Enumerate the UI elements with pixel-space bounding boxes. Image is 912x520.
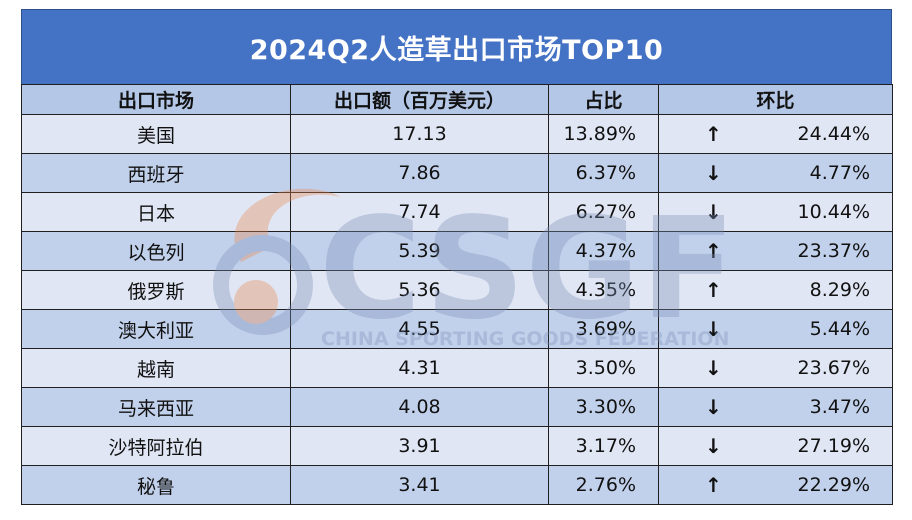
cell-share: 6.37% [548, 153, 659, 193]
table-row: 沙特阿拉伯 3.91 3.17% ↓ 27.19% [21, 426, 893, 466]
table-row: 马来西亚 4.08 3.30% ↓ 3.47% [21, 387, 893, 427]
table-row: 俄罗斯 5.36 4.35% ↑ 8.29% [21, 270, 893, 310]
cell-change: ↓ 4.77% [658, 153, 893, 193]
cell-change: ↓ 23.67% [658, 348, 893, 388]
cell-share: 3.69% [548, 309, 659, 349]
cell-change: ↓ 27.19% [658, 426, 893, 466]
cell-market: 越南 [21, 348, 291, 388]
cell-market: 沙特阿拉伯 [21, 426, 291, 466]
export-market-table: 出口市场 出口额（百万美元） 占比 环比 美国 17.13 13.89% ↑ 24.44… [21, 84, 893, 505]
cell-change: ↑ 22.29% [658, 465, 893, 505]
arrow-up-icon: ↑ [705, 278, 722, 302]
change-value: 5.44% [809, 318, 870, 340]
change-value: 3.47% [809, 396, 870, 418]
arrow-down-icon: ↓ [705, 395, 722, 419]
cell-share: 3.50% [548, 348, 659, 388]
cell-change: ↓ 5.44% [658, 309, 893, 349]
table-row: 澳大利亚 4.55 3.69% ↓ 5.44% [21, 309, 893, 349]
cell-share: 3.30% [548, 387, 659, 427]
table-container: 2024Q2人造草出口市场TOP10 出口市场 出口额（百万美元） 占比 环比 … [21, 9, 893, 505]
cell-share: 3.17% [548, 426, 659, 466]
column-header-change: 环比 [658, 84, 893, 115]
change-value: 24.44% [797, 123, 870, 145]
table-row: 以色列 5.39 4.37% ↑ 23.37% [21, 231, 893, 271]
change-value: 4.77% [809, 162, 870, 184]
table-row: 美国 17.13 13.89% ↑ 24.44% [21, 114, 893, 154]
arrow-up-icon: ↑ [705, 473, 722, 497]
cell-change: ↓ 10.44% [658, 192, 893, 232]
cell-share: 6.27% [548, 192, 659, 232]
arrow-down-icon: ↓ [705, 317, 722, 341]
cell-share: 4.37% [548, 231, 659, 271]
cell-market: 日本 [21, 192, 291, 232]
cell-amount: 3.91 [290, 426, 549, 466]
cell-market: 澳大利亚 [21, 309, 291, 349]
cell-market: 美国 [21, 114, 291, 154]
column-header-market: 出口市场 [21, 84, 291, 115]
cell-change: ↓ 3.47% [658, 387, 893, 427]
table-row: 越南 4.31 3.50% ↓ 23.67% [21, 348, 893, 388]
arrow-up-icon: ↑ [705, 239, 722, 263]
change-value: 23.67% [797, 357, 870, 379]
arrow-down-icon: ↓ [705, 356, 722, 380]
change-value: 23.37% [797, 240, 870, 262]
cell-market: 秘鲁 [21, 465, 291, 505]
column-header-row: 出口市场 出口额（百万美元） 占比 环比 [21, 84, 893, 115]
table-row: 秘鲁 3.41 2.76% ↑ 22.29% [21, 465, 893, 505]
cell-amount: 4.31 [290, 348, 549, 388]
table-title: 2024Q2人造草出口市场TOP10 [21, 9, 892, 84]
change-value: 8.29% [809, 279, 870, 301]
cell-amount: 7.74 [290, 192, 549, 232]
cell-amount: 5.39 [290, 231, 549, 271]
cell-amount: 4.55 [290, 309, 549, 349]
change-value: 10.44% [797, 201, 870, 223]
cell-share: 4.35% [548, 270, 659, 310]
arrow-up-icon: ↑ [705, 122, 722, 146]
cell-market: 马来西亚 [21, 387, 291, 427]
column-header-amount: 出口额（百万美元） [290, 84, 549, 115]
cell-change: ↑ 23.37% [658, 231, 893, 271]
change-value: 22.29% [797, 474, 870, 496]
cell-share: 13.89% [548, 114, 659, 154]
change-value: 27.19% [797, 435, 870, 457]
cell-market: 西班牙 [21, 153, 291, 193]
table-row: 日本 7.74 6.27% ↓ 10.44% [21, 192, 893, 232]
cell-change: ↑ 24.44% [658, 114, 893, 154]
cell-amount: 17.13 [290, 114, 549, 154]
cell-share: 2.76% [548, 465, 659, 505]
cell-amount: 4.08 [290, 387, 549, 427]
cell-market: 俄罗斯 [21, 270, 291, 310]
cell-amount: 5.36 [290, 270, 549, 310]
arrow-down-icon: ↓ [705, 200, 722, 224]
arrow-down-icon: ↓ [705, 161, 722, 185]
cell-market: 以色列 [21, 231, 291, 271]
cell-change: ↑ 8.29% [658, 270, 893, 310]
table-row: 西班牙 7.86 6.37% ↓ 4.77% [21, 153, 893, 193]
cell-amount: 7.86 [290, 153, 549, 193]
cell-amount: 3.41 [290, 465, 549, 505]
arrow-down-icon: ↓ [705, 434, 722, 458]
column-header-share: 占比 [548, 84, 659, 115]
